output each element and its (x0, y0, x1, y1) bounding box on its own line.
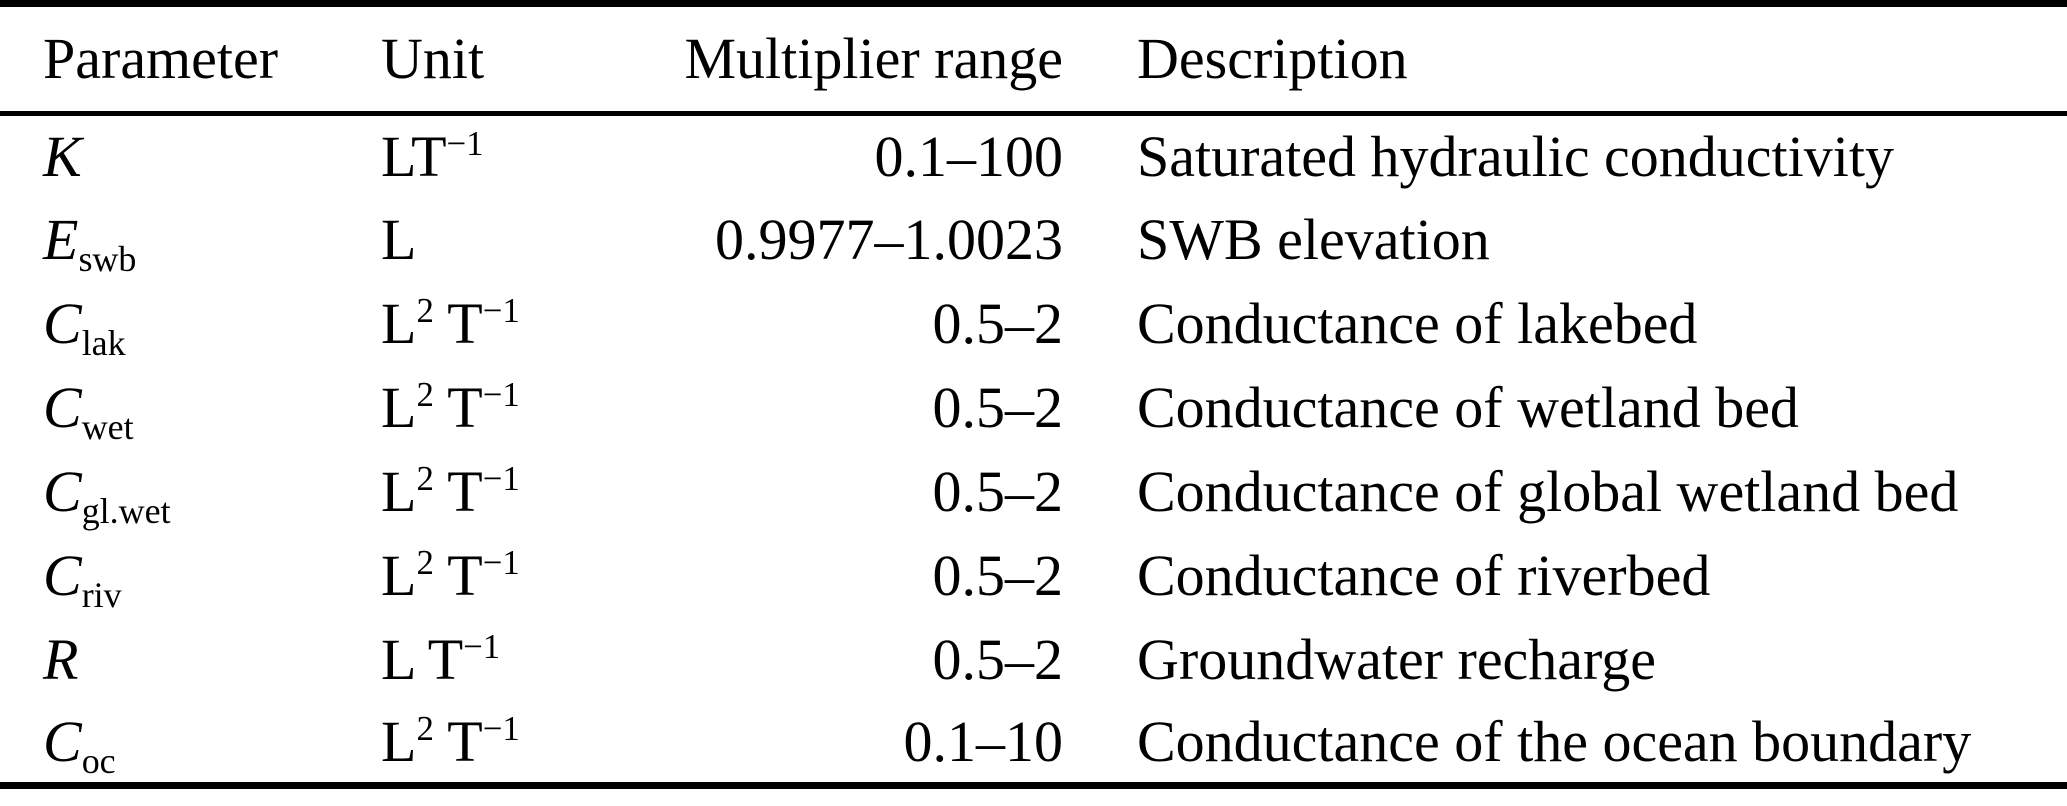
column-header-unit: Unit (381, 26, 485, 91)
parameter-symbol: K (43, 123, 82, 189)
table-row: Cwet L2 T−1 0.5–2 Conductance of wetland be… (0, 366, 2067, 450)
unit-base: L (381, 708, 417, 774)
parameter-table: Parameter Unit Multiplier range Descript… (0, 0, 2067, 789)
parameter-symbol: C (43, 542, 82, 608)
parameter-subscript: riv (81, 575, 122, 616)
table-row: K LT−1 0.1–100 Saturated hydraulic conducti… (0, 114, 2067, 198)
unit-cell: L2 T−1 (381, 702, 651, 786)
multiplier-range-cell: 0.9977–1.0023 (715, 206, 1063, 272)
parameter-cell: Eswb (0, 198, 381, 282)
parameter-subscript: lak (81, 323, 126, 364)
parameter-cell: Cgl.wet (0, 450, 381, 534)
parameter-cell: R (0, 618, 381, 702)
unit-base: L (381, 542, 417, 608)
multiplier-range-cell: 0.1–100 (874, 123, 1064, 189)
unit-exponent: −1 (482, 542, 520, 582)
table-row: Clak L2 T−1 0.5–2 Conductance of lakebed (0, 282, 2067, 366)
unit-base: T (433, 290, 483, 356)
unit-base: T (433, 458, 483, 524)
table-body: K LT−1 0.1–100 Saturated hydraulic conducti… (0, 114, 2067, 786)
description-cell: Conductance of global wetland bed (1137, 458, 1959, 524)
description-cell: Conductance of wetland bed (1137, 374, 1799, 440)
unit-exponent: −1 (446, 123, 484, 163)
parameter-cell: Cwet (0, 366, 381, 450)
parameter-subscript: oc (81, 741, 116, 782)
parameter-symbol: C (43, 290, 82, 356)
parameter-cell: K (0, 114, 381, 198)
parameter-cell: Coc (0, 702, 381, 786)
multiplier-range-cell: 0.5–2 (932, 542, 1064, 608)
column-header-parameter: Parameter (43, 26, 279, 91)
description-cell: Groundwater recharge (1137, 626, 1657, 692)
unit-cell: L (381, 198, 651, 282)
description-cell: SWB elevation (1137, 206, 1490, 272)
unit-base: L (381, 206, 417, 272)
unit-exponent: −1 (482, 458, 520, 498)
description-cell: Conductance of lakebed (1137, 290, 1698, 356)
unit-exponent: −1 (482, 374, 520, 414)
unit-exponent: 2 (416, 458, 434, 498)
header-row: Parameter Unit Multiplier range Descript… (0, 4, 2067, 114)
unit-base: LT (381, 123, 447, 189)
multiplier-range-cell: 0.5–2 (932, 290, 1064, 356)
unit-exponent: 2 (416, 542, 434, 582)
parameter-symbol: C (43, 708, 82, 774)
table-row: Coc L2 T−1 0.1–10 Conductance of the ocean … (0, 702, 2067, 786)
unit-exponent: −1 (463, 626, 501, 666)
parameter-symbol: C (43, 458, 82, 524)
column-header-multiplier-range: Multiplier range (684, 26, 1063, 91)
unit-base: L (381, 374, 417, 440)
unit-base: L (381, 290, 417, 356)
parameter-symbol: R (43, 626, 79, 692)
table-row: Criv L2 T−1 0.5–2 Conductance of riverbed (0, 534, 2067, 618)
table-header: Parameter Unit Multiplier range Descript… (0, 4, 2067, 114)
parameter-subscript: wet (81, 407, 134, 448)
unit-exponent: −1 (482, 708, 520, 748)
description-cell: Conductance of the ocean boundary (1137, 708, 1972, 774)
multiplier-range-cell: 0.5–2 (932, 626, 1064, 692)
parameter-symbol: E (43, 206, 79, 272)
table-row: R L T−1 0.5–2 Groundwater recharge (0, 618, 2067, 702)
unit-cell: LT−1 (381, 114, 651, 198)
description-cell: Conductance of riverbed (1137, 542, 1711, 608)
parameter-cell: Clak (0, 282, 381, 366)
unit-cell: L2 T−1 (381, 450, 651, 534)
unit-exponent: 2 (416, 290, 434, 330)
unit-base: L T (381, 626, 464, 692)
unit-base: T (433, 374, 483, 440)
parameter-subscript: swb (78, 239, 137, 280)
multiplier-range-cell: 0.5–2 (932, 458, 1064, 524)
unit-base: T (433, 708, 483, 774)
description-cell: Saturated hydraulic conductivity (1137, 123, 1895, 189)
unit-base: L (381, 458, 417, 524)
unit-cell: L T−1 (381, 618, 651, 702)
parameter-symbol: C (43, 374, 82, 440)
parameter-cell: Criv (0, 534, 381, 618)
multiplier-range-cell: 0.5–2 (932, 374, 1064, 440)
unit-exponent: 2 (416, 374, 434, 414)
unit-base: T (433, 542, 483, 608)
unit-cell: L2 T−1 (381, 534, 651, 618)
table-row: Eswb L 0.9977–1.0023 SWB elevation (0, 198, 2067, 282)
unit-exponent: −1 (482, 290, 520, 330)
unit-cell: L2 T−1 (381, 282, 651, 366)
column-header-description: Description (1137, 26, 1408, 91)
parameter-subscript: gl.wet (81, 491, 171, 532)
table-row: Cgl.wet L2 T−1 0.5–2 Conductance of global … (0, 450, 2067, 534)
unit-exponent: 2 (416, 708, 434, 748)
unit-cell: L2 T−1 (381, 366, 651, 450)
multiplier-range-cell: 0.1–10 (903, 708, 1064, 774)
